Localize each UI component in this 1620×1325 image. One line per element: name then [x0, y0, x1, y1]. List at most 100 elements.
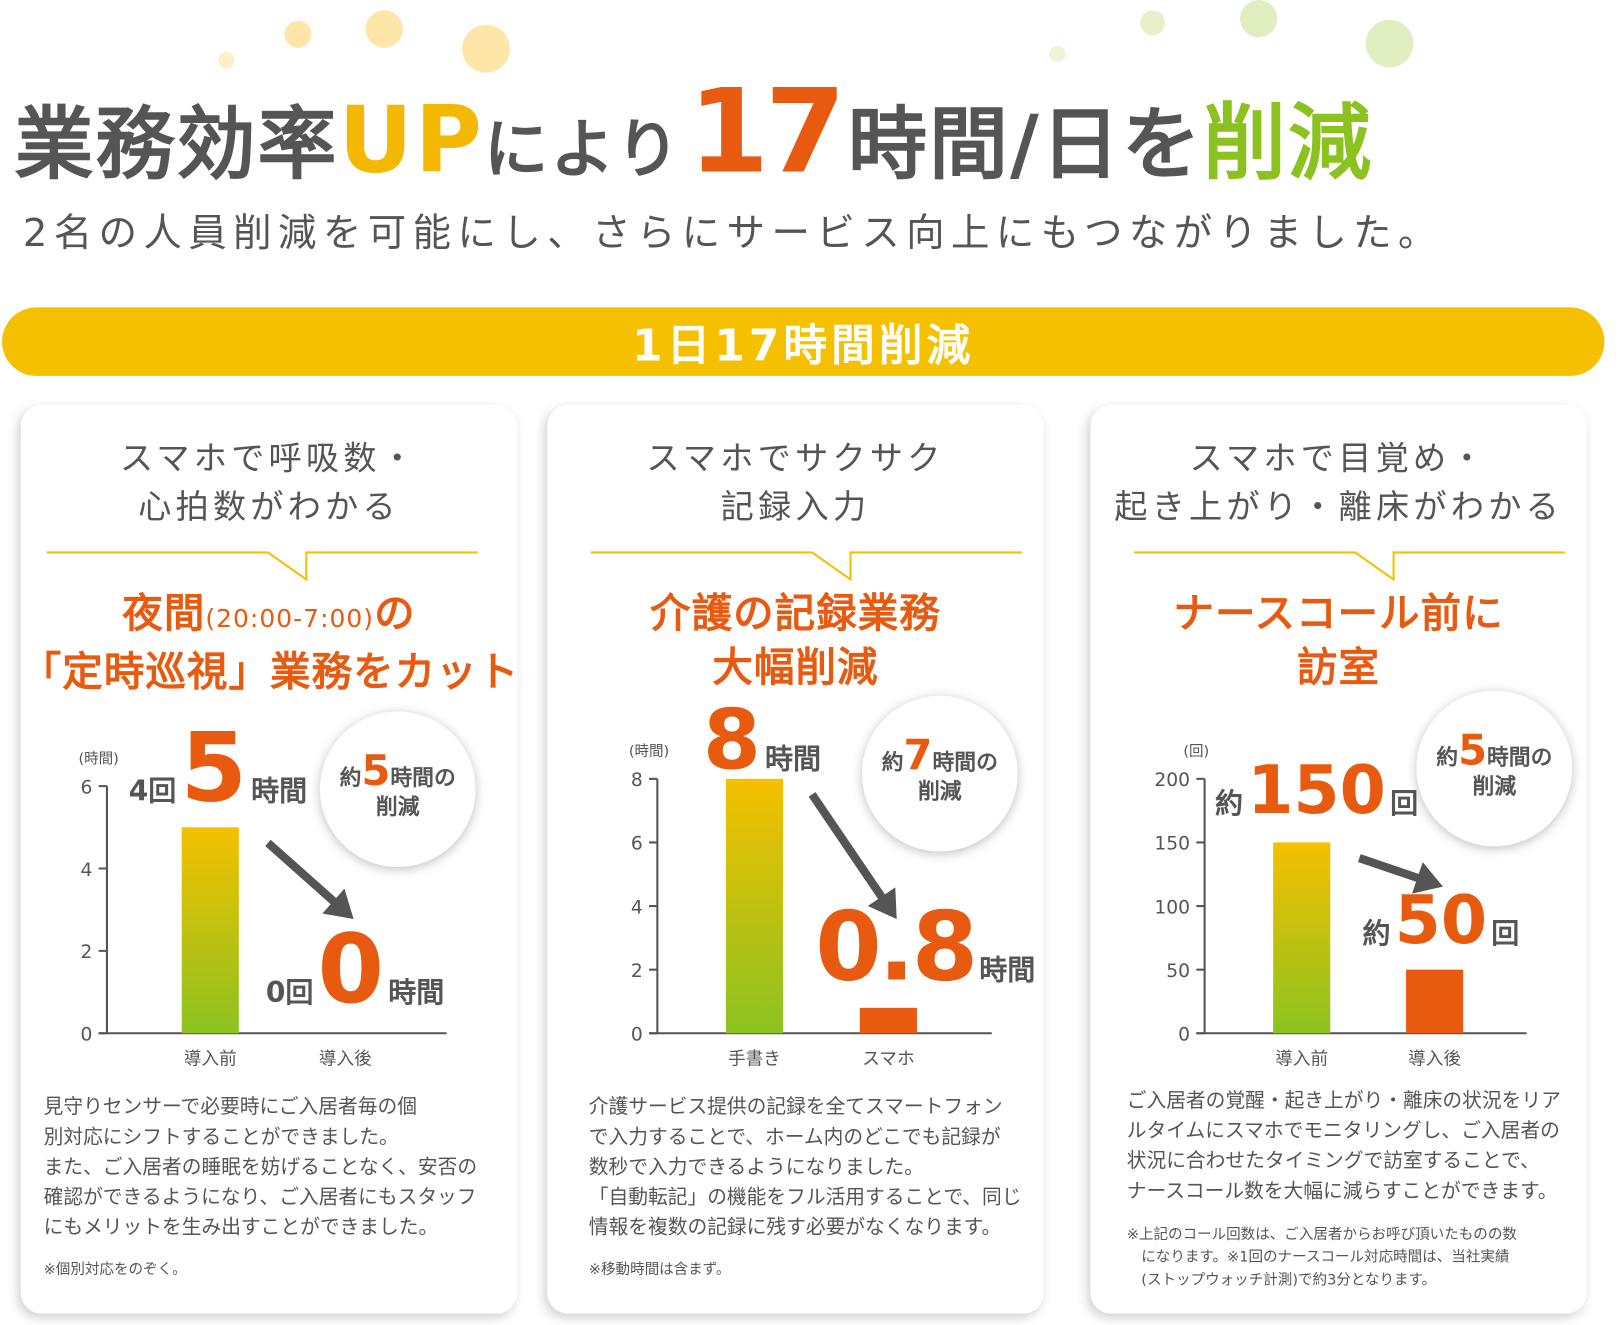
after-value: 0 — [317, 913, 385, 1025]
heading-line: スマホでサクサク — [646, 438, 945, 478]
heading-line: スマホで目覚め・ — [1189, 438, 1488, 478]
after-unit: 時間 — [979, 954, 1036, 987]
card-heading: スマホで目覚め・ 起き上がり・離床がわかる — [1090, 434, 1586, 532]
card-divider — [590, 551, 1022, 582]
desc-line: 別対応にシフトすることができました。 — [43, 1125, 399, 1149]
before-prefix: 約 — [1214, 788, 1244, 821]
card-divider — [46, 551, 478, 582]
before-unit: 時間 — [765, 743, 822, 776]
x-category-label: 導入前 — [1275, 1048, 1328, 1069]
y-unit-label: (時間) — [78, 750, 118, 767]
bar-chart: (時間) 0 2 4 6 8 手書き スマホ — [629, 743, 992, 1069]
heading-line: スマホで呼吸数・ — [119, 438, 418, 478]
note-line: ※上記のコール回数は、ご入居者からお呼び頂いたものの数 — [1126, 1226, 1517, 1244]
before-label: 8 時間 — [703, 692, 821, 789]
x-category-label: スマホ — [862, 1049, 914, 1069]
highlight-line: 「定時巡視」業務をカット — [20, 649, 520, 696]
subtitle: 2名の人員削減を可能にし、さらにサービス向上にもつながりました。 — [22, 210, 1443, 256]
card-heading: スマホで呼吸数・ 心拍数がわかる — [21, 434, 517, 532]
desc-line: ナースコール数を大幅に減らすことができます。 — [1126, 1179, 1558, 1203]
after-value: 50 — [1394, 882, 1488, 960]
before-label: 約 150 回 — [1215, 753, 1418, 830]
arrow-icon — [808, 792, 897, 920]
card-description: 介護サービス提供の記録を全てスマートフォン で入力することで、ホーム内のどこでも記… — [589, 1092, 1046, 1243]
desc-line: 数秒で入力できるようになりました。 — [588, 1155, 924, 1179]
desc-line: で入力することで、ホーム内のどこでも記録が — [588, 1125, 1001, 1149]
bubble-value: 5 — [361, 747, 391, 796]
card-note: ※移動時間は含まず。 — [588, 1261, 731, 1279]
decorative-dot — [1048, 45, 1066, 63]
card-records: スマホでサクサク 記録入力 介護の記録業務 大幅削減 (時間) 0 2 4 6 8 手書き スマ… — [547, 404, 1046, 1314]
desc-line: 「自動転記」の機能をフル活用することで、同じ — [588, 1185, 1022, 1209]
banner-text: 1日17時間削減 — [632, 319, 975, 371]
decorative-dot — [1239, 0, 1278, 38]
headline-text: により — [483, 111, 682, 187]
desc-line: ご入居者の覚醒・起き上がり・離床の状況をリア — [1126, 1089, 1561, 1113]
after-unit: 時間 — [388, 977, 445, 1010]
card-highlight: 夜間(20:00-7:00)の 「定時巡視」業務をカット — [20, 588, 520, 700]
x-category-label: 導入後 — [1408, 1048, 1461, 1069]
bubble-line: 約 5 時間の — [1436, 726, 1552, 775]
highlight-line: 夜間(20:00-7:00)の — [21, 588, 517, 646]
decorative-dot — [1140, 10, 1166, 36]
desc-line: また、ご入居者の睡眠を妨げることなく、安否の — [43, 1155, 478, 1179]
after-label: 約 50 回 — [1362, 883, 1519, 960]
card-note: ※個別対応をのぞく。 — [43, 1261, 187, 1279]
highlight-text: の — [374, 590, 416, 638]
note-line: (ストップウォッチ計測)で約3分となります。 — [1126, 1272, 1437, 1289]
after-prefix: 約 — [1362, 917, 1391, 951]
bar-chart: (時間) 0 2 4 6 導入前 導入後 — [78, 750, 447, 1069]
y-tick-label: 0 — [1178, 1025, 1190, 1046]
bubble-line: 約 5 時間の — [339, 747, 456, 796]
highlight-line: 訪室 — [1297, 644, 1381, 692]
before-value: 5 — [180, 712, 247, 824]
x-category-label: 導入前 — [184, 1048, 237, 1069]
y-tick-label: 200 — [1154, 770, 1190, 791]
after-value: 0.8 — [815, 890, 978, 1003]
banner: 1日17時間削減 — [2, 307, 1605, 376]
before-unit: 時間 — [251, 775, 308, 808]
reduction-bubble: 約 5 時間の 削減 — [319, 711, 476, 868]
heading-line: 心拍数がわかる — [138, 487, 400, 527]
card-highlight: 介護の記録業務 大幅削減 — [547, 588, 1043, 696]
bubble-value: 5 — [1458, 726, 1487, 775]
card-description: ご入居者の覚醒・起き上がり・離床の状況をリア ルタイムにスマホでモニタリングし、ご… — [1127, 1086, 1584, 1206]
headline-text: 時間/日を — [847, 97, 1203, 191]
y-unit-label: (時間) — [629, 743, 669, 760]
before-unit: 回 — [1390, 788, 1419, 821]
y-tick-label: 50 — [1166, 961, 1190, 982]
y-tick-label: 2 — [81, 942, 93, 963]
bubble-line: 約 7 時間の — [882, 735, 998, 777]
arrow-head — [867, 887, 897, 920]
highlight-line: 大幅削減 — [712, 644, 879, 692]
reduction-bubble: 約 7 時間の 削減 — [861, 695, 1018, 852]
arrow-shaft — [265, 839, 343, 910]
headline-number: 17 — [688, 64, 846, 200]
y-tick-label: 150 — [1154, 834, 1190, 855]
decorative-dot — [462, 24, 510, 73]
card-description: 見守りセンサーで必要時にご入居者毎の個 別対応にシフトすることができました。 また、… — [44, 1092, 501, 1243]
bubble-prefix: 約 — [339, 765, 362, 791]
after-label: 0回 0 時間 — [266, 914, 444, 1025]
card-divider — [1133, 551, 1565, 582]
y-unit-label: (回) — [1183, 743, 1209, 760]
headline-reduction: 削減 — [1202, 94, 1374, 192]
decorative-dot — [1365, 19, 1414, 68]
highlight-line: ナースコール前に — [1173, 590, 1504, 638]
desc-line: 情報を複数の記録に残す必要がなくなります。 — [588, 1216, 1002, 1239]
bubble-unit: 時間の — [390, 765, 456, 791]
before-label: 4回 5 時間 — [129, 712, 307, 823]
arrow-shaft — [1358, 854, 1427, 885]
desc-line: 状況に合わせたタイミングで訪室することで、 — [1126, 1149, 1540, 1173]
bar — [181, 827, 239, 1034]
bubble-unit: 時間の — [932, 749, 998, 775]
bubble-line: 削減 — [1472, 773, 1517, 799]
y-tick-label: 6 — [81, 777, 93, 798]
bubble-prefix: 約 — [1436, 744, 1459, 770]
after-label: 0.8 時間 — [815, 891, 1035, 1002]
headline-text: 業務効率 — [14, 97, 339, 191]
y-tick-label: 8 — [631, 770, 643, 791]
desc-line: ルタイムにスマホでモニタリングし、ご入居者の — [1126, 1119, 1560, 1143]
y-tick-label: 4 — [81, 860, 93, 881]
